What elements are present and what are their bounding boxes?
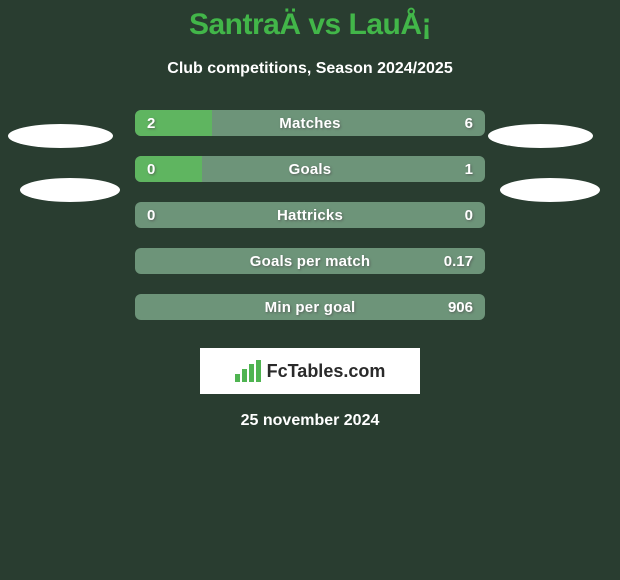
date-label: 25 november 2024 [241, 412, 380, 430]
subtitle: Club competitions, Season 2024/2025 [167, 60, 452, 78]
stat-label: Min per goal [135, 299, 485, 316]
placeholder-ellipse [20, 178, 120, 202]
stat-label: Matches [135, 115, 485, 132]
widget-container: SantraÄ vs LauÅ¡ Club competitions, Seas… [0, 0, 620, 580]
stat-label: Goals per match [135, 253, 485, 270]
logo-box[interactable]: FcTables.com [200, 348, 420, 394]
placeholder-ellipse [8, 124, 113, 148]
bar-chart-icon [235, 360, 261, 382]
placeholder-ellipse [488, 124, 593, 148]
stat-row: Min per goal906 [135, 294, 485, 320]
stat-row: Goals0 1 [135, 156, 485, 182]
stat-value-right: 6 [465, 115, 473, 132]
stat-row: Hattricks0 0 [135, 202, 485, 228]
stat-value-left: 0 [147, 207, 155, 224]
stat-value-right: 0 [465, 207, 473, 224]
stat-value-right: 1 [465, 161, 473, 178]
placeholder-ellipse [500, 178, 600, 202]
stat-label: Hattricks [135, 207, 485, 224]
stat-row: Matches2 6 [135, 110, 485, 136]
logo-label: FcTables.com [267, 361, 386, 382]
stat-value-left: 2 [147, 115, 155, 132]
stat-value-right: 906 [448, 299, 473, 316]
page-title: SantraÄ vs LauÅ¡ [189, 8, 431, 42]
stat-label: Goals [135, 161, 485, 178]
stat-value-left: 0 [147, 161, 155, 178]
stat-value-right: 0.17 [444, 253, 473, 270]
stat-rows: Matches26Goals01Hattricks00Goals per mat… [135, 110, 485, 340]
stat-row: Goals per match0.17 [135, 248, 485, 274]
